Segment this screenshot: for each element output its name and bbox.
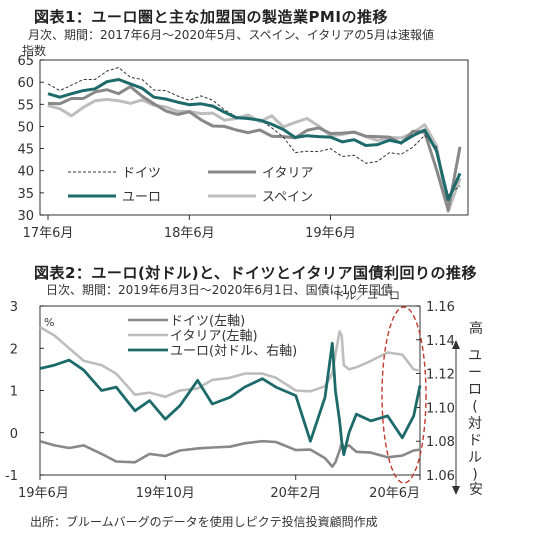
- right-tick-label: 1.10: [426, 401, 455, 416]
- chart1-y-ticks: 65 60 55 50 45 40 35 30: [17, 54, 44, 224]
- arrow-low-label: 安: [469, 482, 483, 498]
- arrow-mid-label: ユーロ(対ドル): [468, 348, 482, 483]
- right-tick-label: 1.08: [426, 435, 455, 450]
- chart2-x-ticks: 19年6月 19年10月 20年2月 20年6月: [18, 475, 421, 501]
- left-tick-label: 0: [10, 427, 18, 442]
- right-tick-label: 1.12: [426, 368, 455, 383]
- left-tick-label: 3: [10, 300, 18, 315]
- arrow-high-label: 高: [469, 320, 483, 337]
- highlight-ellipse: [381, 306, 427, 484]
- x-tick-label: 19年10月: [136, 486, 195, 501]
- left-tick-label: 2: [10, 342, 18, 357]
- arrow-down-icon: [452, 486, 460, 495]
- y-tick-label: 35: [17, 187, 34, 202]
- legend-label: ドイツ(左軸): [170, 314, 245, 329]
- legend-label: ユーロ(対ドル、右軸): [170, 344, 297, 359]
- chart2-left-unit: %: [44, 316, 54, 329]
- chart1-lines: [47, 67, 462, 213]
- chart2-title: 図表2：ユーロ(対ドル)と、ドイツとイタリア国債利回りの推移: [34, 264, 477, 282]
- chart2-legend: ドイツ(左軸)イタリア(左軸)ユーロ(対ドル、右軸): [128, 314, 297, 359]
- right-tick-label: 1.14: [426, 334, 455, 349]
- left-tick-label: 1: [10, 385, 18, 400]
- series-line-ユーロ: [47, 78, 462, 202]
- legend-label: スペイン: [262, 190, 313, 205]
- chart2-subtitle: 日次、期間：2019年6月3日～2020年6月1日、国債は10年国債: [46, 283, 393, 297]
- x-tick-label: 20年6月: [369, 486, 420, 501]
- right-tick-label: 1.16: [426, 300, 455, 315]
- chart2-right-unit: ドル／ユーロ: [334, 289, 400, 302]
- y-tick-label: 30: [17, 209, 34, 224]
- chart2-left-ticks: 3 2 1 0 -1: [5, 300, 44, 484]
- chart1-x-ticks: 17年6月 18年6月 19年6月: [23, 215, 356, 241]
- chart1-title: 図表1：ユーロ圏と主な加盟国の製造業PMIの推移: [34, 8, 388, 26]
- right-tick-label: 1.06: [426, 469, 455, 484]
- x-tick-label: 20年2月: [270, 486, 321, 501]
- series-line-イタリア(左軸): [39, 325, 421, 399]
- chart1-unit: 指数: [22, 44, 47, 58]
- y-tick-label: 45: [17, 143, 34, 158]
- legend-label: イタリア: [262, 166, 313, 181]
- y-tick-label: 50: [17, 120, 34, 135]
- source-note: 出所：ブルームバーグのデータを使用しピクテ投信投資顧問作成: [30, 515, 378, 529]
- arrow-up-icon: [452, 340, 460, 349]
- x-tick-label: 18年6月: [164, 226, 215, 241]
- x-tick-label: 19年6月: [305, 226, 356, 241]
- chart2-lines: [39, 325, 422, 468]
- series-line-ドイツ(左軸): [39, 439, 421, 468]
- y-tick-label: 55: [17, 98, 34, 113]
- chart1-plot-area: [39, 59, 469, 216]
- x-tick-label: 17年6月: [23, 226, 74, 241]
- legend-label: ドイツ: [122, 166, 161, 181]
- chart2-right-ticks: 1.16 1.14 1.12 1.10 1.08 1.06: [416, 300, 455, 484]
- left-tick-label: -1: [5, 469, 18, 484]
- legend-label: イタリア(左軸): [170, 329, 258, 344]
- y-tick-label: 60: [17, 76, 34, 91]
- chart1-subtitle: 月次、期間：2017年6月～2020年5月、スペイン、イタリアの5月は速報値: [28, 28, 434, 42]
- x-tick-label: 19年6月: [18, 486, 69, 501]
- legend-label: ユーロ: [122, 190, 161, 205]
- series-line-イタリア: [47, 85, 462, 212]
- y-tick-label: 40: [17, 165, 34, 180]
- y-tick-label: 65: [17, 54, 34, 69]
- series-line-ユーロ(対ドル、右軸): [39, 341, 422, 457]
